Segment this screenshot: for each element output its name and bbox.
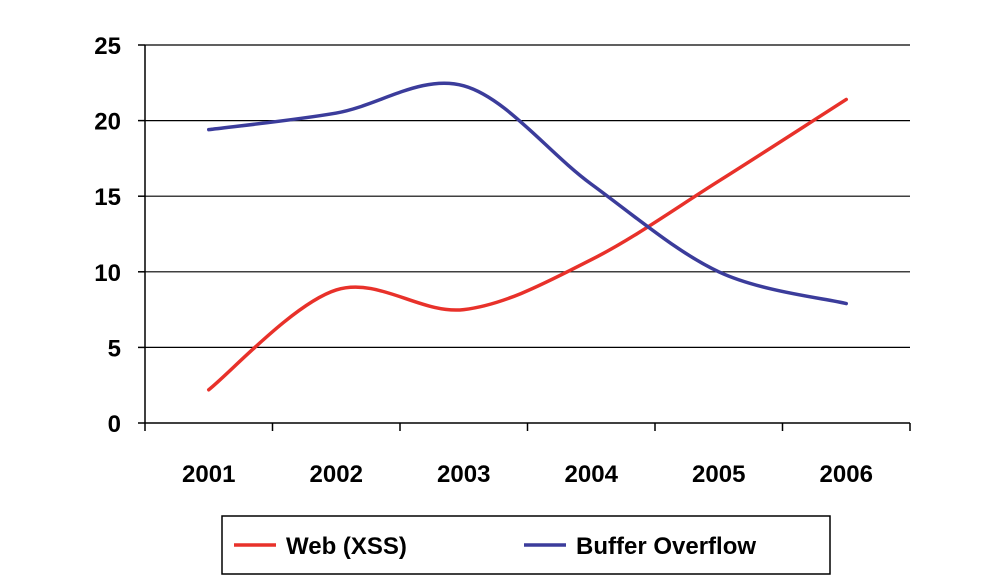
series-line-buffer-overflow	[207, 81, 848, 306]
legend: Web (XSS) Buffer Overflow	[221, 515, 831, 575]
y-tick-label: 10	[94, 260, 121, 287]
y-tick-label: 0	[108, 411, 121, 438]
legend-label: Buffer Overflow	[576, 533, 756, 560]
y-tick-label: 25	[94, 33, 121, 60]
y-tick-label: 15	[94, 184, 121, 211]
series-lines	[207, 81, 848, 392]
legend-label: Web (XSS)	[286, 533, 407, 560]
x-tick-label: 2002	[310, 461, 363, 488]
y-tick-label: 5	[108, 335, 121, 362]
x-tick-label: 2005	[692, 461, 745, 488]
x-axis-ticks: 2001 2002 2003 2004 2005 2006	[144, 423, 911, 488]
y-tick-label: 20	[94, 109, 121, 136]
y-axis-ticks: 0 5 10 15 20 25	[94, 33, 145, 438]
x-tick-label: 2006	[820, 461, 873, 488]
series-line-web-xss	[207, 97, 848, 392]
gridlines	[145, 44, 910, 348]
axes	[144, 45, 910, 424]
x-tick-label: 2003	[437, 461, 490, 488]
x-tick-label: 2001	[182, 461, 235, 488]
x-tick-label: 2004	[565, 461, 619, 488]
